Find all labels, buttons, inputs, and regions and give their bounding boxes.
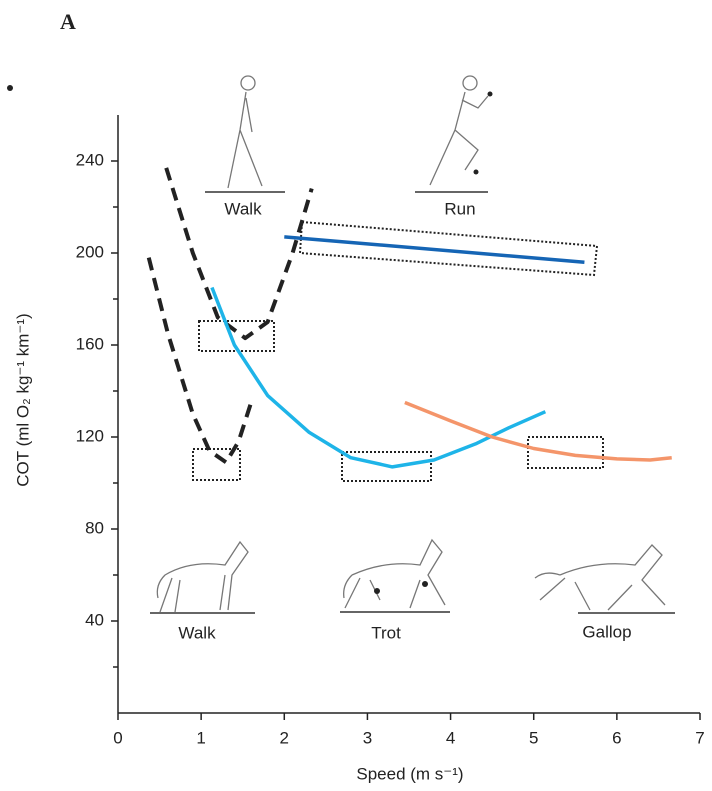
annotation: Trot <box>371 623 401 642</box>
human-run-figure <box>415 76 493 192</box>
x-tick-label: 3 <box>363 728 372 747</box>
x-tick-label: 1 <box>196 728 205 747</box>
x-tick-label: 6 <box>612 728 621 747</box>
y-tick-label: 240 <box>76 150 104 169</box>
horse-walk-figure <box>150 542 255 613</box>
dot <box>7 85 13 91</box>
region-box <box>300 222 597 275</box>
curve <box>405 403 672 461</box>
y-tick-label: 80 <box>85 518 104 537</box>
y-axis-label: COT (ml O₂ kg⁻¹ km⁻¹) <box>13 313 32 486</box>
annotation: Gallop <box>582 622 631 641</box>
y-tick-label: 120 <box>76 426 104 445</box>
annotation: Walk <box>178 623 216 642</box>
curve <box>149 258 252 463</box>
curve <box>166 168 312 338</box>
x-tick-label: 5 <box>529 728 538 747</box>
horse-gallop-figure <box>535 545 675 613</box>
human-walk-figure <box>205 76 285 192</box>
y-tick-label: 160 <box>76 334 104 353</box>
curve <box>284 237 584 262</box>
x-axis-label: Speed (m s⁻¹) <box>356 764 463 783</box>
curve <box>212 288 545 467</box>
horse-trot-figure <box>340 540 450 612</box>
x-tick-label: 4 <box>446 728 455 747</box>
annotation: Run <box>444 199 475 218</box>
chart: A Walk Run Walk Trot Gallop Speed (m s⁻¹… <box>0 0 712 791</box>
panel-label: A <box>60 9 76 34</box>
x-tick-label: 0 <box>113 728 122 747</box>
x-tick-label: 7 <box>695 728 704 747</box>
y-tick-label: 40 <box>85 610 104 629</box>
annotation: Walk <box>224 199 262 218</box>
x-tick-label: 2 <box>280 728 289 747</box>
y-tick-label: 200 <box>76 242 104 261</box>
